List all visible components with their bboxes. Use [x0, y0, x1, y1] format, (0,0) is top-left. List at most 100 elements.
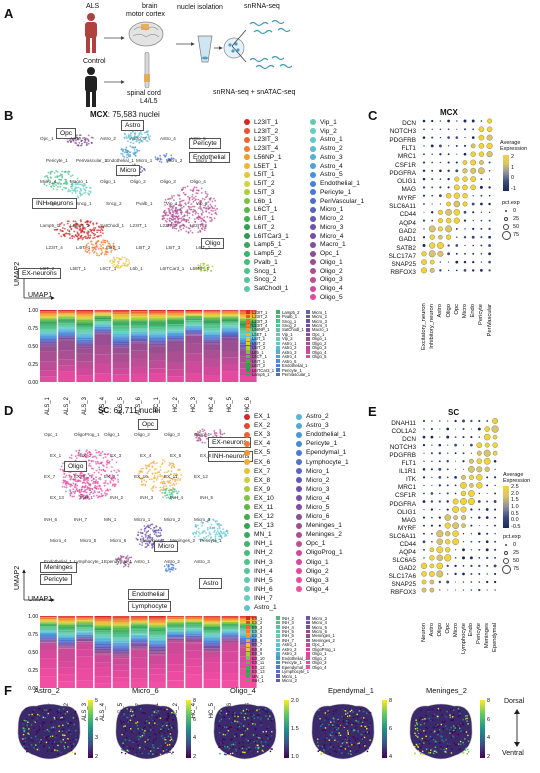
bar-segment: [112, 670, 130, 678]
bar-segment: [130, 311, 148, 314]
bar-segment: [112, 649, 130, 651]
ex-point: [82, 236, 85, 239]
ex-point: [137, 474, 140, 477]
spot: [25, 726, 27, 728]
dot: [486, 564, 489, 567]
bar-segment: [149, 621, 166, 624]
astro-point: [140, 136, 143, 138]
bar-segment: [167, 623, 184, 625]
y-tick-label: 0.50: [28, 650, 38, 656]
spinal-cord-label: spinal cord: [127, 90, 161, 97]
inh-point: [171, 494, 174, 496]
dot: [421, 587, 427, 593]
spot: [62, 728, 65, 730]
spot: [238, 714, 240, 716]
dot: [422, 500, 426, 503]
bar-segment: [112, 341, 130, 344]
spot: [134, 708, 136, 711]
spot: [254, 723, 256, 725]
bar-segment: [149, 649, 166, 652]
spot: [62, 714, 64, 717]
opc-point: [219, 431, 222, 434]
y-tick-label: 1.00: [28, 308, 38, 314]
bar-segment: [130, 373, 148, 382]
dot: [463, 219, 467, 222]
astro-point: [134, 146, 136, 149]
spot: [235, 735, 237, 737]
dot: [463, 144, 467, 147]
bar-segment: [94, 635, 112, 637]
dot: [488, 227, 491, 231]
ex-point: [155, 486, 157, 489]
bar-legend-swatch: [246, 341, 250, 346]
oligo-point: [164, 214, 167, 217]
spot: [126, 719, 129, 722]
spot: [69, 739, 71, 742]
dot: [454, 419, 457, 423]
astro-point: [139, 132, 142, 134]
opc-point: [215, 435, 218, 438]
ex-point: [71, 237, 74, 240]
bar-legend-label: Meninges_1: [312, 633, 335, 639]
oligo-point: [117, 478, 119, 481]
bar-segment: [185, 310, 203, 312]
spot: [75, 729, 77, 732]
inh-point: [62, 182, 65, 185]
spot: [131, 741, 134, 743]
ex-point: [179, 477, 182, 480]
opc-point: [75, 139, 77, 142]
dot: [488, 252, 491, 256]
spot: [55, 731, 57, 734]
oligo-point: [172, 211, 175, 214]
spot: [54, 727, 56, 729]
spot: [152, 739, 155, 742]
bar-segment: [203, 618, 221, 621]
bar-segment: [40, 658, 57, 669]
astro-point: [208, 531, 211, 534]
inh-point: [164, 489, 167, 492]
spot: [56, 749, 59, 752]
inh-point: [78, 190, 81, 193]
legend-item: Sncg_1: [244, 267, 289, 276]
umap-cluster-label: INH_6: [44, 516, 58, 522]
dot: [444, 554, 452, 562]
spot: [130, 708, 133, 711]
umap-cluster-label: Micro_1: [136, 157, 153, 163]
umap-cluster-label: Opc_1: [40, 136, 54, 141]
bar-segment: [185, 623, 203, 625]
dot: [437, 218, 443, 224]
spot: [146, 720, 148, 722]
oligo-point: [197, 198, 200, 201]
spot: [236, 735, 238, 738]
inh-point: [164, 494, 166, 497]
spot: [342, 741, 344, 743]
spot: [331, 734, 333, 737]
ex-point: [96, 245, 99, 248]
bar-segment: [40, 622, 57, 624]
bar-segment: [76, 631, 94, 632]
spot: [148, 716, 150, 718]
spot: [357, 721, 360, 723]
bar-legend-swatch: [246, 328, 250, 332]
ex-point: [116, 261, 119, 263]
bar-segment: [40, 619, 57, 621]
dot: [431, 540, 433, 543]
ex-point: [81, 230, 84, 233]
bar-segment: [221, 636, 239, 638]
spot: [235, 750, 238, 753]
dot: [456, 120, 458, 122]
oligo-point: [189, 224, 192, 227]
bar-segment: [185, 631, 203, 633]
spot: [172, 745, 174, 747]
bar-segment: [130, 350, 148, 359]
spinal-section-outline: [115, 703, 179, 760]
ex-point: [147, 470, 150, 472]
spot: [74, 752, 76, 754]
bar-legend-label: Astro_5: [282, 358, 297, 364]
bar-segment: [40, 637, 57, 639]
astro-point: [124, 148, 127, 151]
bar-segment: [40, 314, 57, 317]
oligo-point: [210, 219, 213, 222]
legend-item: Opc_1: [310, 249, 364, 258]
spot: [247, 740, 249, 742]
